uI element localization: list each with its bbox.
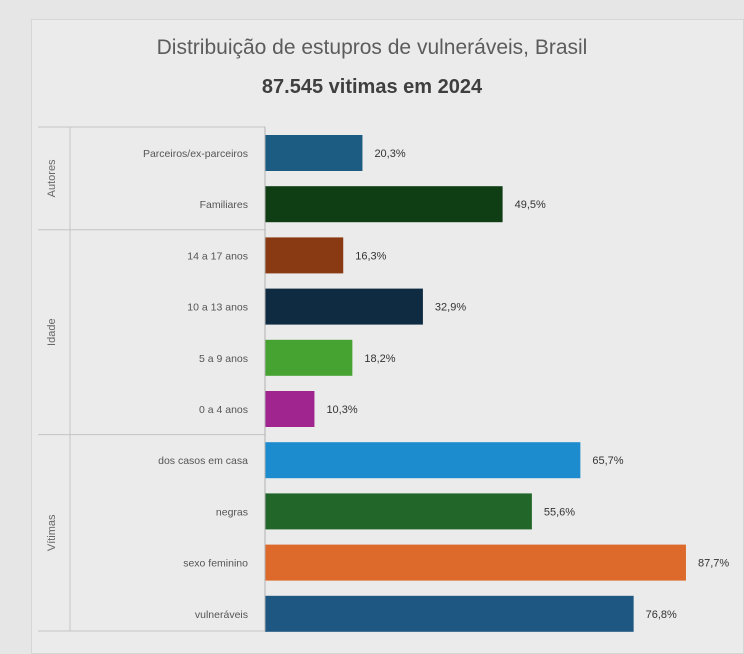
bar-dos-casos-em-casa [265,442,581,479]
data-label: 65,7% [592,455,623,467]
bar-0-a-4-anos [265,391,315,427]
group-label: Idade [46,318,58,346]
bar-familiares [265,186,503,223]
data-label: 55,6% [544,506,575,518]
chart-subtitle: 87.545 vitimas em 2024 [261,76,483,98]
category-label: Familiares [200,199,248,211]
data-label: 76,8% [646,609,677,621]
category-label: 0 a 4 anos [199,404,248,416]
bar-10-a-13-anos [265,288,423,325]
category-label: dos casos em casa [158,455,248,467]
chart-title: Distribuição de estupros de vulneráveis,… [156,36,588,59]
category-label: negras [216,506,248,518]
bar-vulner-veis [265,595,634,632]
group-label: Autores [46,159,58,197]
bar-5-a-9-anos [265,339,353,376]
data-label: 10,3% [326,404,357,416]
bar-14-a-17-anos [265,237,344,274]
data-label: 20,3% [374,148,405,160]
data-label: 32,9% [435,302,466,314]
category-label: vulneráveis [195,609,248,621]
bar-parceiros-ex-parceiros [265,135,363,171]
category-label: 5 a 9 anos [199,353,248,365]
bar-negras [265,493,532,530]
category-label: Parceiros/ex-parceiros [143,148,248,160]
data-label: 16,3% [355,250,386,262]
category-label: 10 a 13 anos [187,302,248,314]
category-label: sexo feminino [183,558,248,570]
data-label: 49,5% [515,199,546,211]
category-label: 14 a 17 anos [187,250,248,262]
data-label: 18,2% [364,353,395,365]
data-label: 87,7% [698,558,729,570]
group-label: Vítimas [46,514,58,551]
bar-sexo-feminino [265,544,686,581]
